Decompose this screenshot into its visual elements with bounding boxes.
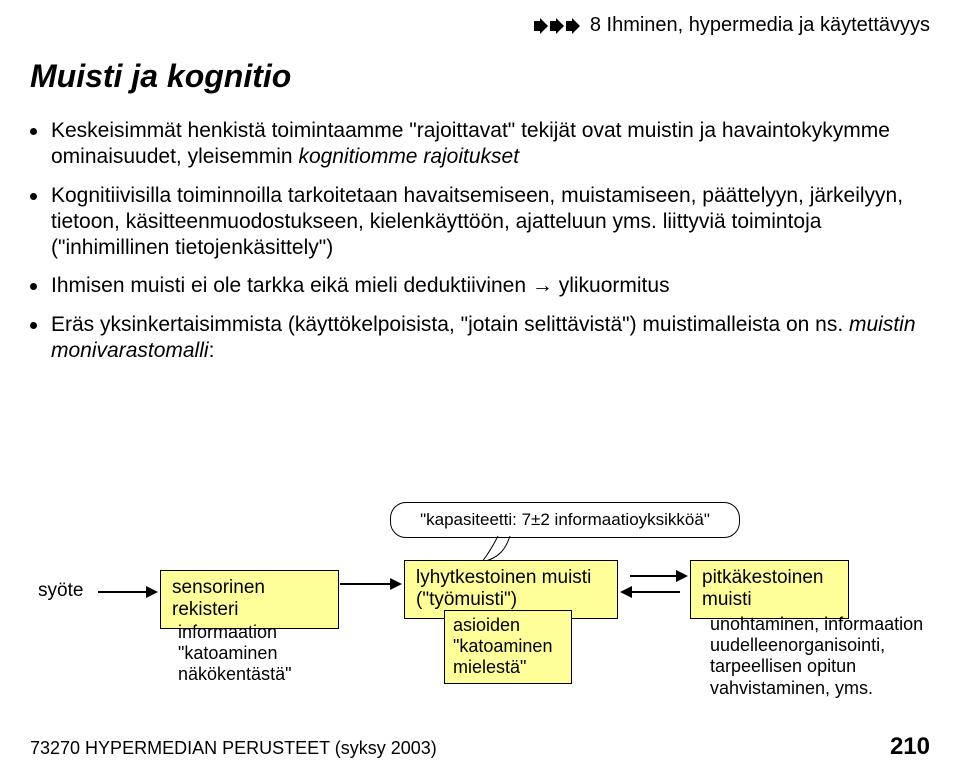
sub-line: näkökentästä" <box>178 664 291 684</box>
node-line: muisti <box>702 589 752 610</box>
header-arrow-icons <box>534 14 580 37</box>
bullet-item: Kognitiivisilla toiminnoilla tarkoitetaa… <box>30 183 930 262</box>
bullet-text: Ihmisen muisti ei ole tarkka eikä mieli … <box>51 274 670 297</box>
sub-line: "katoaminen <box>453 636 552 656</box>
bullet-list: Keskeisimmät henkistä toimintaamme "rajo… <box>30 118 930 376</box>
page-title: Muisti ja kognitio <box>30 58 291 95</box>
sub-line: vahvistaminen, yms. <box>710 678 873 698</box>
sub-line: unohtaminen, informaation <box>710 614 923 634</box>
bullet-text: Eräs yksinkertaisimmista (käyttökelpoisi… <box>51 313 849 336</box>
subnote-sensory: informaation "katoaminen näkökentästä" <box>178 622 348 686</box>
subnote-shortterm-box: asioiden "katoaminen mielestä" <box>444 610 572 684</box>
sub-line: mielestä" <box>453 657 526 677</box>
node-line: ("työmuisti") <box>416 589 517 610</box>
bullet-item: Eräs yksinkertaisimmista (käyttökelpoisi… <box>30 312 930 365</box>
bullet-dot-icon <box>30 283 37 290</box>
input-label: syöte <box>38 580 83 602</box>
arrow-icon <box>98 584 158 600</box>
node-line: pitkäkestoinen <box>702 567 823 588</box>
footer-page-number: 210 <box>890 733 930 761</box>
diagram: "kapasiteetti: 7±2 informaatioyksikköä" … <box>30 502 930 702</box>
footer-course: 73270 HYPERMEDIAN PERUSTEET (syksy 2003) <box>30 738 437 759</box>
sub-line: uudelleenorganisointi, <box>710 635 885 655</box>
node-line: lyhytkestoinen muisti <box>416 567 591 588</box>
arrow-icon <box>340 576 402 592</box>
bullet-item: Keskeisimmät henkistä toimintaamme "rajo… <box>30 118 930 171</box>
node-long-term-memory: pitkäkestoinen muisti <box>690 560 849 619</box>
bullet-text: Kognitiivisilla toiminnoilla tarkoitetaa… <box>51 184 903 260</box>
sub-line: informaation <box>178 622 277 642</box>
header-text: 8 Ihminen, hypermedia ja käytettävyys <box>590 14 930 36</box>
bullet-dot-icon <box>30 322 37 329</box>
subnote-longterm: unohtaminen, informaation uudelleenorgan… <box>710 614 960 699</box>
footer: 73270 HYPERMEDIAN PERUSTEET (syksy 2003)… <box>30 733 930 761</box>
bullet-post: : <box>209 339 215 362</box>
node-sensory-register: sensorinen rekisteri <box>160 570 339 629</box>
sub-line: "katoaminen <box>178 643 277 663</box>
bullet-dot-icon <box>30 128 37 135</box>
double-arrow-icon <box>620 567 688 601</box>
bullet-item: Ihmisen muisti ei ole tarkka eikä mieli … <box>30 273 930 299</box>
sub-line: asioiden <box>453 615 520 635</box>
sub-line: tarpeellisen opitun <box>710 656 856 676</box>
chapter-header: 8 Ihminen, hypermedia ja käytettävyys <box>534 14 930 37</box>
bullet-dot-icon <box>30 193 37 200</box>
callout-bubble: "kapasiteetti: 7±2 informaatioyksikköä" <box>390 502 740 538</box>
bullet-italic: kognitiomme rajoitukset <box>298 145 519 168</box>
